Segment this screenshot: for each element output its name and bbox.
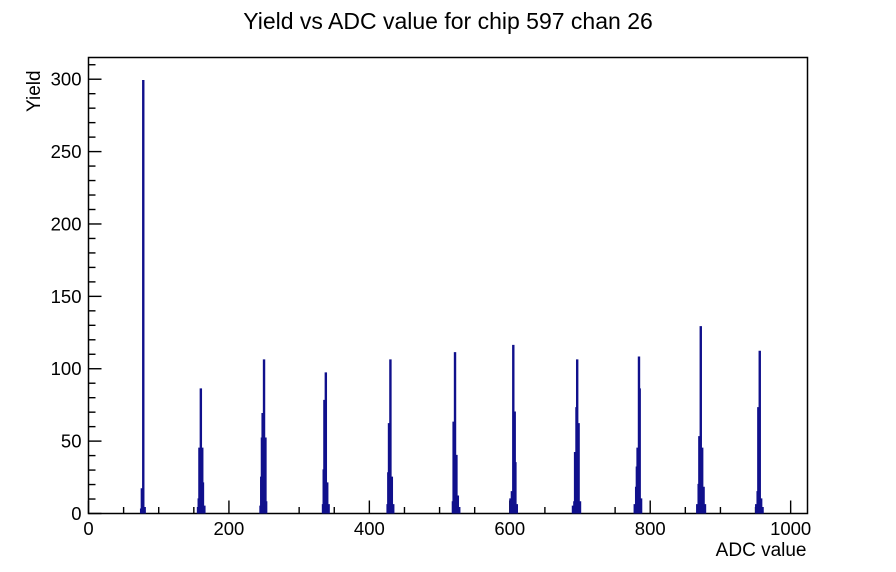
histogram-bin bbox=[456, 495, 460, 514]
y-tick-label: 150 bbox=[51, 286, 82, 307]
histogram-bin bbox=[639, 498, 643, 514]
histogram-bin bbox=[262, 359, 266, 514]
histogram-bin bbox=[201, 482, 205, 514]
y-tick-label: 300 bbox=[51, 69, 82, 90]
histogram-bin bbox=[577, 423, 580, 514]
y-tick-label: 100 bbox=[51, 358, 82, 379]
histogram-bin bbox=[638, 388, 641, 514]
histogram-bin bbox=[761, 507, 764, 514]
histogram-bin bbox=[453, 352, 457, 514]
histogram-bin bbox=[327, 504, 330, 514]
x-tick-label: 0 bbox=[83, 518, 93, 539]
x-tick-label: 400 bbox=[354, 518, 385, 539]
histogram-bin bbox=[392, 504, 395, 514]
histogram-bin bbox=[515, 504, 519, 514]
histogram-bin bbox=[702, 486, 705, 514]
histogram-bin bbox=[458, 507, 461, 514]
x-tick-label: 200 bbox=[213, 518, 244, 539]
histogram-bin bbox=[578, 501, 582, 514]
histogram-bin bbox=[700, 447, 704, 514]
histogram-bin bbox=[201, 447, 204, 514]
histogram-bin bbox=[389, 359, 392, 514]
histogram-bin bbox=[390, 476, 394, 514]
y-tick-label: 0 bbox=[71, 503, 81, 524]
chart-title: Yield vs ADC value for chip 597 chan 26 bbox=[243, 8, 653, 34]
histogram-bin bbox=[326, 482, 329, 514]
y-tick-label: 200 bbox=[51, 213, 82, 234]
histogram-bin bbox=[264, 501, 268, 514]
histogram-bin bbox=[264, 437, 267, 514]
y-tick-label: 250 bbox=[51, 141, 82, 162]
histogram-bin bbox=[758, 350, 761, 514]
histogram-bin bbox=[142, 79, 145, 514]
histogram-bin bbox=[324, 372, 328, 514]
histogram-bin bbox=[455, 454, 458, 514]
y-tick-label: 50 bbox=[61, 431, 82, 452]
histogram-bin bbox=[514, 462, 517, 514]
x-axis-title: ADC value bbox=[716, 540, 807, 561]
x-tick-label: 1000 bbox=[770, 518, 811, 539]
histogram-bin bbox=[759, 498, 763, 514]
histogram-bin bbox=[703, 504, 707, 514]
x-tick-label: 600 bbox=[494, 518, 525, 539]
histogram-bin bbox=[203, 505, 206, 514]
y-axis-title: Yield bbox=[24, 70, 45, 112]
plot-frame bbox=[87, 56, 809, 515]
histogram-bin bbox=[143, 507, 146, 514]
histogram-bin bbox=[699, 326, 702, 514]
x-tick-label: 800 bbox=[635, 518, 666, 539]
